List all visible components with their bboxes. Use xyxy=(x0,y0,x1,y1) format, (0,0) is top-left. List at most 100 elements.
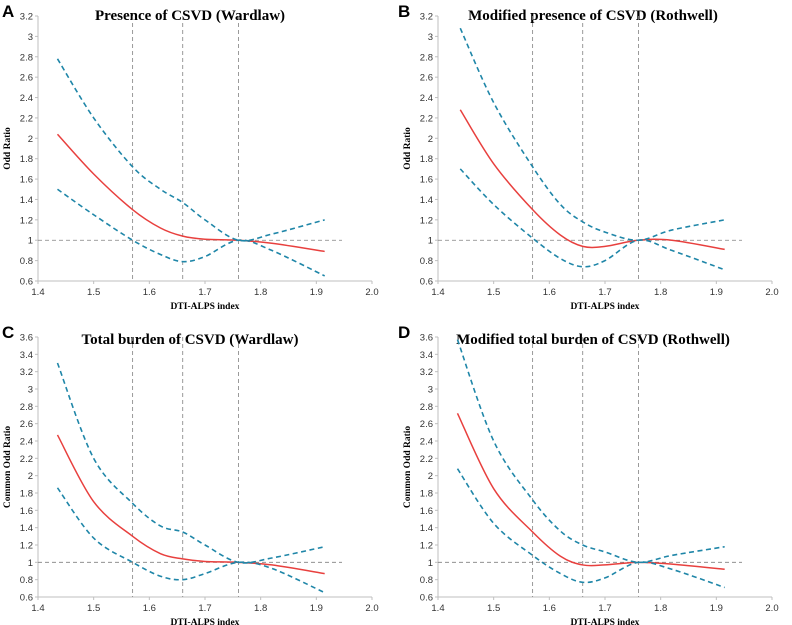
y-tick-label: 3.2 xyxy=(420,12,433,23)
y-tick-label: 2.2 xyxy=(20,113,33,124)
y-axis-label: Common Odd Ratio xyxy=(3,426,13,509)
y-tick-label: 2.2 xyxy=(20,454,33,465)
odds-ratio-line xyxy=(459,109,725,251)
y-tick-label: 1.4 xyxy=(20,523,33,534)
x-tick-label: 1.9 xyxy=(710,603,723,614)
y-tick-label: 1.6 xyxy=(20,175,33,186)
y-tick-label: 2.8 xyxy=(20,402,33,413)
y-tick-label: 0.6 xyxy=(420,277,433,288)
y-tick-label: 1.8 xyxy=(20,154,33,165)
x-tick-label: 1.9 xyxy=(310,603,323,614)
x-tick-label: 1.8 xyxy=(254,603,267,614)
x-tick-label: 1.4 xyxy=(431,287,444,298)
y-tick-label: 2.8 xyxy=(20,52,33,63)
x-tick-label: 2.0 xyxy=(765,287,778,298)
y-tick-label: 2.4 xyxy=(20,437,33,448)
y-tick-label: 1.2 xyxy=(20,215,33,226)
x-tick-label: 1.4 xyxy=(31,603,44,614)
panel-c: C Total burden of CSVD (Wardlaw) 0.6 0.8 1 1.… xyxy=(2,323,379,625)
odds-ratio-line xyxy=(56,434,325,575)
odds-ratio-line xyxy=(56,133,325,253)
chart-title: Total burden of CSVD (Wardlaw) xyxy=(82,332,299,348)
y-tick-label: 3 xyxy=(28,32,33,43)
y-tick-label: 0.6 xyxy=(20,593,33,604)
chart-title: Presence of CSVD (Wardlaw) xyxy=(95,8,285,24)
x-tick-label: 1.7 xyxy=(198,603,211,614)
y-tick-label: 2.6 xyxy=(420,419,433,430)
y-tick-label: 3.2 xyxy=(20,12,33,23)
y-tick-label: 0.6 xyxy=(20,277,33,288)
lower-ci-line xyxy=(459,168,725,271)
panel-d: D Modified total burden of CSVD (Rothwell… xyxy=(398,323,779,625)
y-tick-label: 3.6 xyxy=(420,333,433,344)
x-tick-label: 1.7 xyxy=(198,287,211,298)
y-tick-label: 1.4 xyxy=(420,195,433,206)
y-tick-label: 2.8 xyxy=(420,52,433,63)
x-tick-label: 2.0 xyxy=(765,603,778,614)
x-tick-label: 1.6 xyxy=(543,287,556,298)
y-tick-label: 1.6 xyxy=(420,175,433,186)
lower-ci-line xyxy=(56,487,326,594)
y-tick-label: 0.8 xyxy=(20,256,33,267)
x-tick-label: 1.9 xyxy=(710,287,723,298)
panel-letter: C xyxy=(2,323,14,342)
x-tick-label: 2.0 xyxy=(365,603,378,614)
x-tick-label: 1.8 xyxy=(654,603,667,614)
y-tick-label: 1.8 xyxy=(420,489,433,500)
y-tick-label: 1.2 xyxy=(20,541,33,552)
y-tick-label: 2 xyxy=(28,471,33,482)
y-tick-label: 2 xyxy=(428,134,433,145)
y-tick-label: 3.4 xyxy=(420,350,433,361)
y-tick-label: 1.6 xyxy=(420,506,433,517)
x-tick-label: 1.7 xyxy=(598,603,611,614)
y-tick-label: 2.8 xyxy=(420,402,433,413)
y-tick-label: 2.4 xyxy=(420,93,433,104)
y-tick-label: 3 xyxy=(428,32,433,43)
x-axis-label: DTI-ALPS index xyxy=(171,302,240,312)
panel-b: B Modified presence of CSVD (Rothwell) 0.6… xyxy=(398,2,779,312)
x-tick-label: 1.5 xyxy=(87,603,100,614)
x-tick-label: 1.6 xyxy=(143,287,156,298)
upper-ci-line xyxy=(456,339,725,564)
x-tick-label: 1.8 xyxy=(654,287,667,298)
y-tick-label: 1.8 xyxy=(20,489,33,500)
y-tick-label: 2.6 xyxy=(20,73,33,84)
y-tick-label: 0.8 xyxy=(420,575,433,586)
y-tick-label: 2.2 xyxy=(420,454,433,465)
panel-letter: D xyxy=(398,323,410,342)
y-tick-label: 3.4 xyxy=(20,350,33,361)
y-tick-label: 1 xyxy=(28,558,33,569)
y-tick-label: 2.6 xyxy=(20,419,33,430)
y-tick-label: 1.4 xyxy=(420,523,433,534)
y-tick-label: 3.6 xyxy=(20,333,33,344)
x-tick-label: 2.0 xyxy=(365,287,378,298)
y-tick-label: 3 xyxy=(28,385,33,396)
y-tick-label: 1.2 xyxy=(420,215,433,226)
y-tick-label: 1.4 xyxy=(20,195,33,206)
y-tick-label: 2.2 xyxy=(420,113,433,124)
y-tick-label: 1.2 xyxy=(420,541,433,552)
x-tick-label: 1.8 xyxy=(254,287,267,298)
y-tick-label: 0.8 xyxy=(420,256,433,267)
x-axis-label: DTI-ALPS index xyxy=(571,618,640,625)
chart-title: Modified total burden of CSVD (Rothwell) xyxy=(456,332,730,348)
y-tick-label: 3 xyxy=(428,385,433,396)
x-tick-label: 1.4 xyxy=(431,603,444,614)
y-tick-label: 2.6 xyxy=(420,73,433,84)
y-tick-label: 1.6 xyxy=(20,506,33,517)
x-axis-label: DTI-ALPS index xyxy=(171,618,240,625)
y-tick-label: 2.4 xyxy=(20,93,33,104)
y-tick-label: 2 xyxy=(28,134,33,145)
y-axis-label: Common Odd Ratio xyxy=(403,426,413,509)
y-tick-label: 3.2 xyxy=(420,367,433,378)
y-axis-label: Odd Ratio xyxy=(403,127,413,170)
panel-a: A Presence of CSVD (Wardlaw) 0.6 0.8 1 1.2 1.4… xyxy=(2,2,379,312)
panel-letter: B xyxy=(398,2,410,21)
x-tick-label: 1.6 xyxy=(143,603,156,614)
y-tick-label: 0.8 xyxy=(20,575,33,586)
y-tick-label: 2.4 xyxy=(420,437,433,448)
x-tick-label: 1.5 xyxy=(487,603,500,614)
y-tick-label: 1.8 xyxy=(420,154,433,165)
y-tick-label: 3.2 xyxy=(20,367,33,378)
